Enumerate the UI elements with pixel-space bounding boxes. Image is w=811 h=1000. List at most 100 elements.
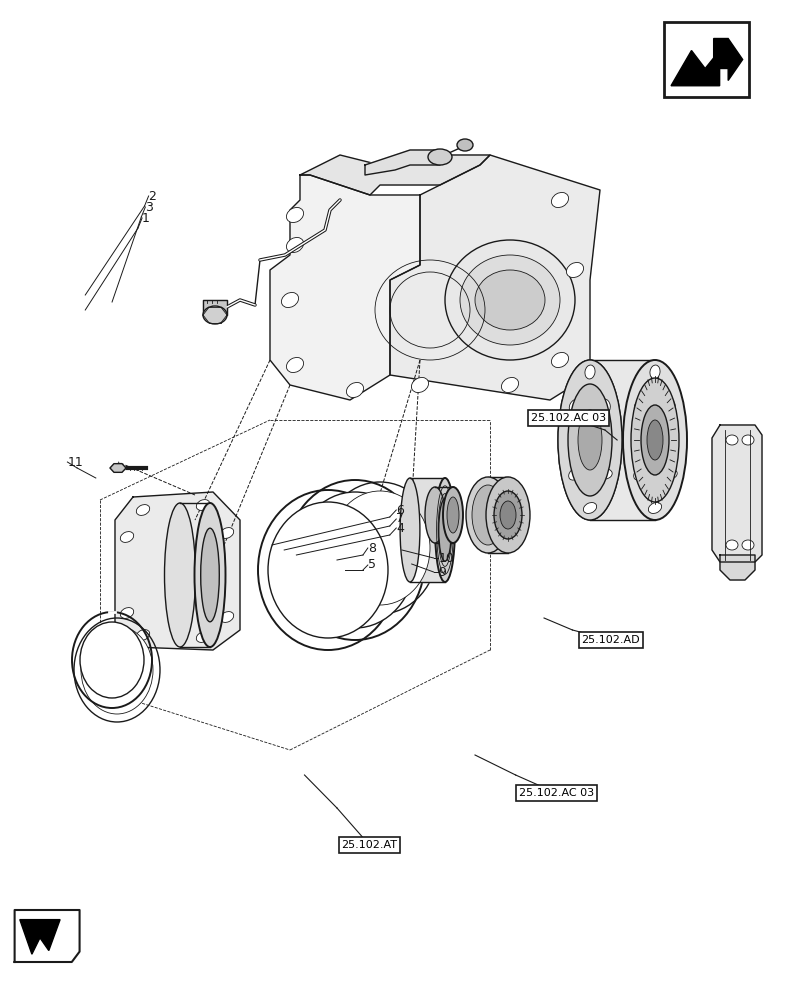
Ellipse shape bbox=[203, 306, 227, 324]
Text: 25.102.AT: 25.102.AT bbox=[341, 840, 397, 850]
Polygon shape bbox=[487, 477, 508, 553]
Ellipse shape bbox=[200, 528, 219, 622]
Ellipse shape bbox=[647, 503, 661, 513]
Text: 8: 8 bbox=[367, 542, 375, 554]
Ellipse shape bbox=[81, 626, 152, 714]
Polygon shape bbox=[109, 464, 126, 472]
Text: 10: 10 bbox=[438, 552, 454, 564]
Ellipse shape bbox=[664, 399, 675, 413]
Ellipse shape bbox=[195, 503, 225, 647]
Polygon shape bbox=[590, 360, 654, 520]
Ellipse shape bbox=[633, 468, 645, 480]
Ellipse shape bbox=[400, 478, 419, 582]
Ellipse shape bbox=[471, 485, 504, 545]
Ellipse shape bbox=[633, 399, 645, 413]
Ellipse shape bbox=[165, 503, 195, 647]
Ellipse shape bbox=[268, 502, 388, 638]
Ellipse shape bbox=[557, 360, 621, 520]
Ellipse shape bbox=[443, 487, 462, 543]
Ellipse shape bbox=[438, 499, 451, 561]
Polygon shape bbox=[389, 155, 599, 400]
Polygon shape bbox=[270, 175, 419, 400]
Ellipse shape bbox=[446, 497, 458, 533]
Polygon shape bbox=[435, 487, 453, 543]
Text: 4: 4 bbox=[396, 522, 404, 534]
Text: 7: 7 bbox=[396, 512, 404, 526]
Polygon shape bbox=[719, 555, 754, 580]
Text: 3: 3 bbox=[145, 201, 153, 214]
Ellipse shape bbox=[474, 270, 544, 330]
Ellipse shape bbox=[460, 255, 560, 345]
Ellipse shape bbox=[493, 491, 521, 539]
Polygon shape bbox=[365, 150, 440, 175]
Ellipse shape bbox=[598, 469, 611, 479]
Ellipse shape bbox=[741, 435, 753, 445]
Polygon shape bbox=[299, 155, 489, 195]
Ellipse shape bbox=[196, 632, 209, 642]
Ellipse shape bbox=[281, 292, 298, 308]
Ellipse shape bbox=[457, 139, 473, 151]
Ellipse shape bbox=[577, 410, 601, 470]
Ellipse shape bbox=[329, 491, 430, 605]
Text: 1: 1 bbox=[142, 212, 150, 225]
Ellipse shape bbox=[640, 405, 668, 475]
Ellipse shape bbox=[286, 207, 303, 223]
Ellipse shape bbox=[435, 478, 454, 582]
Text: 25.102.AD: 25.102.AD bbox=[581, 635, 639, 645]
Polygon shape bbox=[713, 39, 742, 81]
Ellipse shape bbox=[346, 382, 363, 398]
Ellipse shape bbox=[466, 477, 509, 553]
Ellipse shape bbox=[286, 357, 303, 373]
Ellipse shape bbox=[566, 262, 583, 278]
Ellipse shape bbox=[427, 149, 452, 165]
Ellipse shape bbox=[136, 505, 149, 515]
Text: 25.102.AC 03: 25.102.AC 03 bbox=[518, 788, 593, 798]
Ellipse shape bbox=[649, 365, 659, 379]
Ellipse shape bbox=[630, 378, 678, 502]
Polygon shape bbox=[15, 910, 79, 962]
Ellipse shape bbox=[663, 469, 676, 479]
Ellipse shape bbox=[599, 399, 610, 413]
Ellipse shape bbox=[551, 192, 568, 208]
Ellipse shape bbox=[120, 532, 134, 542]
Ellipse shape bbox=[568, 468, 580, 480]
Ellipse shape bbox=[294, 492, 414, 628]
Polygon shape bbox=[670, 51, 719, 86]
Ellipse shape bbox=[551, 352, 568, 368]
Ellipse shape bbox=[500, 501, 515, 529]
Ellipse shape bbox=[286, 237, 303, 253]
Ellipse shape bbox=[220, 612, 234, 622]
Polygon shape bbox=[410, 478, 444, 582]
Ellipse shape bbox=[80, 622, 144, 698]
Ellipse shape bbox=[584, 365, 594, 379]
Ellipse shape bbox=[136, 630, 149, 640]
Text: 11: 11 bbox=[67, 456, 83, 468]
Ellipse shape bbox=[411, 377, 428, 393]
Ellipse shape bbox=[486, 477, 530, 553]
Ellipse shape bbox=[120, 608, 134, 618]
Ellipse shape bbox=[424, 487, 444, 543]
Polygon shape bbox=[203, 300, 227, 315]
FancyBboxPatch shape bbox=[663, 22, 749, 97]
Text: 25.102.AC 03: 25.102.AC 03 bbox=[530, 413, 605, 423]
Text: 6: 6 bbox=[396, 504, 404, 516]
Ellipse shape bbox=[622, 360, 686, 520]
Ellipse shape bbox=[741, 540, 753, 550]
Text: 2: 2 bbox=[148, 190, 157, 203]
Ellipse shape bbox=[569, 399, 580, 413]
Text: 9: 9 bbox=[438, 565, 446, 578]
Ellipse shape bbox=[220, 528, 234, 538]
Ellipse shape bbox=[646, 420, 663, 460]
Ellipse shape bbox=[557, 360, 621, 520]
Polygon shape bbox=[711, 425, 761, 562]
Ellipse shape bbox=[444, 240, 574, 360]
Ellipse shape bbox=[568, 384, 611, 496]
Text: 5: 5 bbox=[367, 558, 375, 571]
Ellipse shape bbox=[196, 500, 209, 510]
Ellipse shape bbox=[725, 435, 737, 445]
Polygon shape bbox=[115, 492, 240, 650]
Ellipse shape bbox=[582, 503, 596, 513]
Polygon shape bbox=[19, 920, 60, 954]
Ellipse shape bbox=[501, 377, 518, 393]
Ellipse shape bbox=[725, 540, 737, 550]
